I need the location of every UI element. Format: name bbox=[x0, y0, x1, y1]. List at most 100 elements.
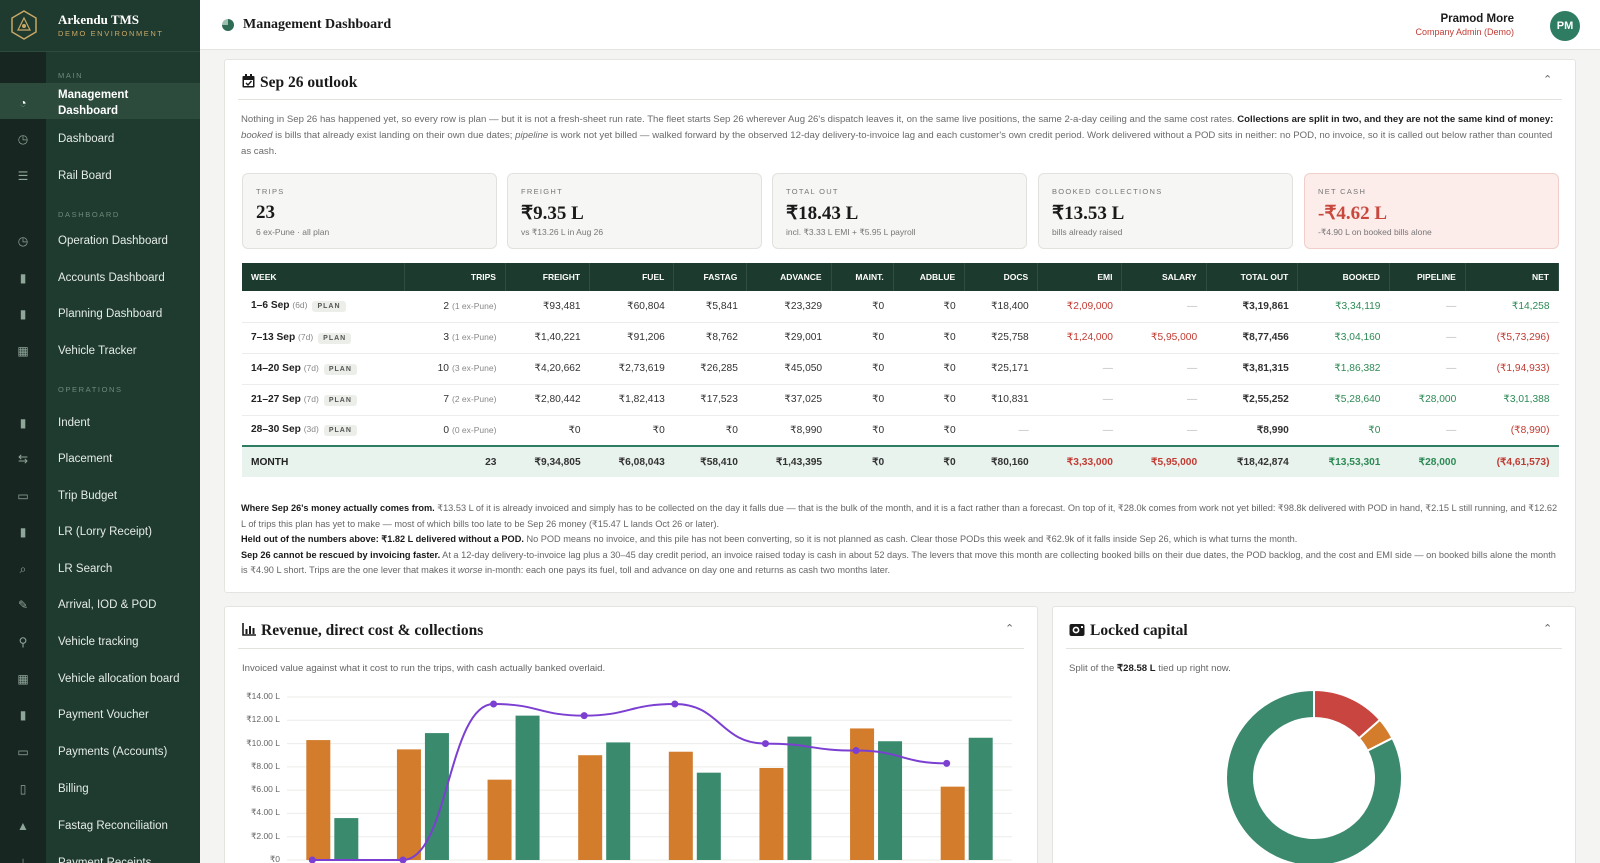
sidebar-item-fastag-reconciliation[interactable]: Fastag Reconciliation bbox=[58, 820, 168, 832]
sidebar-icon[interactable]: ▮ bbox=[19, 416, 27, 430]
sidebar-icon[interactable]: ▭ bbox=[17, 745, 29, 759]
sidebar-icon[interactable]: ▦ bbox=[17, 672, 29, 686]
sidebar-item-operation-dashboard[interactable]: Operation Dashboard bbox=[58, 235, 168, 247]
user-info[interactable]: Pramod More Company Admin (Demo) bbox=[1415, 13, 1514, 37]
sidebar-item-vehicle-tracker[interactable]: Vehicle Tracker bbox=[58, 345, 137, 357]
sidebar-icon[interactable]: ▲ bbox=[17, 819, 29, 833]
camera-icon bbox=[1069, 624, 1085, 636]
sidebar-item-management-dashboard[interactable]: Management Dashboard bbox=[58, 89, 129, 117]
sidebar-item-accounts-dashboard[interactable]: Accounts Dashboard bbox=[58, 272, 165, 284]
table-row[interactable]: 21–27 Sep (7d) PLAN 7 (2 ex-Pune) ₹2,80,442 ₹… bbox=[242, 384, 1559, 416]
sidebar-icon[interactable]: ☰ bbox=[17, 169, 29, 183]
collections-point[interactable] bbox=[308, 856, 316, 863]
revenue-bar[interactable] bbox=[606, 742, 631, 860]
sidebar-icon[interactable]: ▯ bbox=[19, 782, 27, 796]
collections-point[interactable] bbox=[761, 740, 769, 748]
table-cell: ₹23,329 bbox=[746, 291, 832, 323]
sidebar-item-payment-receipts[interactable]: Payment Receipts bbox=[58, 857, 152, 863]
pie-chart-icon bbox=[222, 19, 234, 31]
table-cell: ₹5,95,000 bbox=[1121, 322, 1207, 354]
table-row[interactable]: 28–30 Sep (3d) PLAN 0 (0 ex-Pune) ₹0 ₹0 ₹0 ₹8,9… bbox=[242, 415, 1559, 447]
trips-value: 2 bbox=[443, 300, 449, 312]
sidebar-icon[interactable]: ◷ bbox=[17, 132, 29, 146]
sidebar-item-indent[interactable]: Indent bbox=[58, 417, 90, 429]
avatar[interactable]: PM bbox=[1550, 11, 1580, 41]
sidebar-item-dashboard[interactable]: Dashboard bbox=[58, 133, 115, 145]
table-cell: ₹18,400 bbox=[964, 291, 1038, 323]
sidebar-item-vehicle-tracking[interactable]: Vehicle tracking bbox=[58, 636, 139, 648]
kpi-label: BOOKED COLLECTIONS bbox=[1052, 187, 1163, 196]
sidebar-icon[interactable]: ▮ bbox=[19, 271, 27, 285]
collections-point[interactable] bbox=[580, 712, 588, 720]
sidebar-item-arrival-iod-pod[interactable]: Arrival, IOD & POD bbox=[58, 599, 157, 611]
collections-point[interactable] bbox=[490, 700, 498, 708]
cost-bar[interactable] bbox=[306, 740, 331, 860]
sidebar-item-lr-search[interactable]: LR Search bbox=[58, 563, 113, 575]
cost-bar[interactable] bbox=[396, 749, 421, 860]
sidebar-icon[interactable]: ⇆ bbox=[17, 452, 29, 466]
sidebar-icon[interactable]: ▮ bbox=[19, 525, 27, 539]
cost-bar[interactable] bbox=[487, 779, 512, 860]
sidebar-item-planning-dashboard[interactable]: Planning Dashboard bbox=[58, 308, 163, 320]
revenue-bar[interactable] bbox=[878, 741, 903, 860]
collections-point[interactable] bbox=[399, 856, 407, 863]
table-row[interactable]: 14–20 Sep (7d) PLAN 10 (3 ex-Pune) ₹4,20,662… bbox=[242, 353, 1559, 385]
intro-text: Nothing in Sep 26 has happened yet, so e… bbox=[241, 114, 1238, 125]
cost-bar[interactable] bbox=[668, 751, 693, 860]
table-row[interactable]: 1–6 Sep (6d) PLAN 2 (1 ex-Pune) ₹93,481 ₹60,8… bbox=[242, 291, 1559, 323]
revenue-bar[interactable] bbox=[515, 715, 540, 860]
column-header: DOCS bbox=[964, 263, 1039, 291]
collections-point[interactable] bbox=[852, 747, 860, 755]
sidebar-item-billing[interactable]: Billing bbox=[58, 783, 89, 795]
kpi-sub: vs ₹13.26 L in Aug 26 bbox=[521, 227, 604, 237]
revenue-bar[interactable] bbox=[787, 736, 812, 860]
collections-point[interactable] bbox=[943, 759, 951, 767]
week-plan: PLAN bbox=[318, 332, 352, 344]
cost-bar[interactable] bbox=[578, 755, 603, 860]
user-role: Company Admin (Demo) bbox=[1415, 27, 1514, 37]
collapse-chevron-icon[interactable]: ⌃ bbox=[1005, 623, 1015, 635]
revenue-bar[interactable] bbox=[334, 818, 359, 860]
donut-slice[interactable] bbox=[1225, 688, 1403, 863]
divider bbox=[1066, 648, 1562, 649]
column-header: FUEL bbox=[589, 263, 675, 291]
cost-bar[interactable] bbox=[940, 786, 965, 860]
locked-sub-value: ₹28.58 L bbox=[1117, 663, 1156, 674]
sidebar-icon[interactable]: ⌕ bbox=[19, 562, 27, 576]
cost-bar[interactable] bbox=[759, 768, 784, 860]
table-row[interactable]: 7–13 Sep (7d) PLAN 3 (1 ex-Pune) ₹1,40,221 ₹9… bbox=[242, 322, 1559, 354]
table-cell: ₹0 bbox=[893, 384, 965, 416]
kpi-card: NET CASH -₹4.62 L -₹4.90 L on booked bills… bbox=[1304, 173, 1559, 249]
collections-point[interactable] bbox=[671, 700, 679, 708]
sidebar-icon[interactable]: ◷ bbox=[17, 234, 29, 248]
table-cell: — bbox=[1389, 322, 1466, 354]
note-3-emph: worse bbox=[457, 565, 483, 575]
intro-text-3: is work not yet billed — walked forward … bbox=[241, 130, 1553, 157]
sidebar-item-payment-voucher[interactable]: Payment Voucher bbox=[58, 709, 149, 721]
table-cell: ₹2,09,000 bbox=[1037, 291, 1122, 323]
revenue-bar[interactable] bbox=[696, 772, 721, 860]
sidebar-item-trip-budget[interactable]: Trip Budget bbox=[58, 490, 118, 502]
sidebar-icon[interactable]: ▭ bbox=[17, 489, 29, 503]
sidebar-icon[interactable]: ⤓ bbox=[20, 856, 26, 863]
sidebar-item-vehicle-allocation-board[interactable]: Vehicle allocation board bbox=[58, 673, 180, 685]
sidebar-item-lr-lorry-receipt[interactable]: LR (Lorry Receipt) bbox=[58, 526, 152, 538]
revenue-bar[interactable] bbox=[968, 737, 993, 860]
revenue-subtitle: Invoiced value against what it cost to r… bbox=[242, 663, 606, 674]
sidebar-icon[interactable]: ▮ bbox=[19, 708, 27, 722]
sidebar-icon[interactable]: ⚲ bbox=[18, 635, 28, 649]
sidebar-icon[interactable]: ✎ bbox=[17, 598, 29, 612]
sidebar-icon[interactable]: ◔ bbox=[19, 96, 27, 110]
sidebar-item-payments-accounts[interactable]: Payments (Accounts) bbox=[58, 746, 168, 758]
week-days: (7d) bbox=[303, 393, 319, 404]
sidebar-item-rail-board[interactable]: Rail Board bbox=[58, 170, 112, 182]
sidebar-item-placement[interactable]: Placement bbox=[58, 453, 113, 465]
collapse-chevron-icon[interactable]: ⌃ bbox=[1543, 74, 1553, 86]
table-cell: ₹26,285 bbox=[673, 353, 747, 385]
column-header: ADBLUE bbox=[893, 263, 966, 291]
collapse-chevron-icon[interactable]: ⌃ bbox=[1543, 623, 1553, 635]
sidebar-icon[interactable]: ▦ bbox=[17, 344, 29, 358]
top-bar bbox=[200, 0, 1600, 50]
sidebar-icon[interactable]: ▮ bbox=[19, 307, 27, 321]
note-2-text: No POD means no invoice, and this pile h… bbox=[523, 534, 1298, 544]
